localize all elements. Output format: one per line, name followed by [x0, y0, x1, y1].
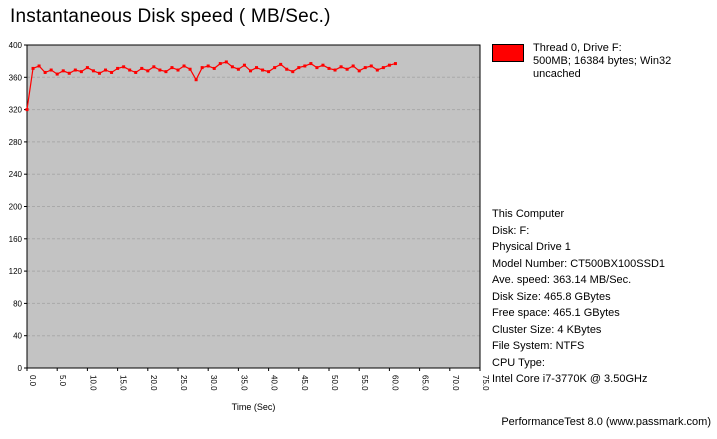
info-model-number: Model Number: CT500BX100SSD1	[492, 257, 666, 270]
svg-text:320: 320	[9, 106, 23, 115]
svg-text:5.0: 5.0	[58, 375, 67, 387]
svg-text:70.0: 70.0	[451, 375, 460, 391]
info-file-system: File System: NTFS	[492, 340, 585, 352]
svg-text:200: 200	[9, 203, 23, 212]
system-info-block: This Computer Disk: F: Physical Drive 1 …	[492, 206, 665, 388]
disk-speed-chart: 0 40 80 120 160 200 240 280 320 360 400 0.0 5.0 10.0 1…	[9, 41, 490, 412]
info-cluster-size: Cluster Size: 4 KBytes	[492, 323, 602, 336]
info-cpu-model: Intel Core i7-3770K @ 3.50GHz	[492, 373, 648, 385]
info-physical-drive: Physical Drive 1	[492, 241, 571, 253]
legend-swatch	[492, 44, 524, 62]
svg-text:20.0: 20.0	[149, 375, 158, 391]
svg-text:60.0: 60.0	[390, 375, 399, 391]
svg-text:50.0: 50.0	[330, 375, 339, 391]
info-disk: Disk: F:	[492, 224, 530, 237]
info-free-space: Free space: 465.1 GBytes	[492, 307, 620, 319]
svg-text:75.0: 75.0	[481, 375, 490, 391]
svg-text:80: 80	[13, 299, 22, 308]
svg-text:400: 400	[9, 41, 23, 50]
svg-text:55.0: 55.0	[360, 375, 369, 391]
svg-text:120: 120	[9, 267, 23, 276]
svg-text:10.0: 10.0	[88, 375, 97, 391]
svg-text:240: 240	[9, 170, 23, 179]
page-title: Instantaneous Disk speed ( MB/Sec.)	[10, 6, 331, 27]
chart-legend: Thread 0, Drive F: 500MB; 16384 bytes; W…	[492, 42, 717, 81]
svg-text:30.0: 30.0	[209, 375, 218, 391]
svg-text:Time (Sec): Time (Sec)	[232, 402, 276, 412]
svg-text:40: 40	[13, 332, 22, 341]
footer-branding: PerformanceTest 8.0 (www.passmark.com)	[501, 416, 711, 428]
legend-line-2: 500MB; 16384 bytes; Win32 uncached	[533, 55, 672, 80]
svg-text:0.0: 0.0	[28, 375, 37, 387]
svg-text:40.0: 40.0	[270, 375, 279, 391]
svg-text:25.0: 25.0	[179, 375, 188, 391]
svg-text:35.0: 35.0	[239, 375, 248, 391]
info-average-speed: Ave. speed: 363.14 MB/Sec.	[492, 274, 632, 286]
svg-text:160: 160	[9, 235, 23, 244]
svg-text:360: 360	[9, 73, 23, 82]
legend-text: Thread 0, Drive F: 500MB; 16384 bytes; W…	[533, 42, 717, 81]
svg-text:0: 0	[18, 364, 23, 373]
info-cpu-type-label: CPU Type:	[492, 356, 545, 369]
legend-line-1: Thread 0, Drive F:	[533, 42, 622, 54]
svg-text:280: 280	[9, 138, 23, 147]
info-computer: This Computer	[492, 208, 565, 220]
info-disk-size: Disk Size: 465.8 GBytes	[492, 290, 611, 303]
svg-text:15.0: 15.0	[119, 375, 128, 391]
svg-text:45.0: 45.0	[300, 375, 309, 391]
svg-text:65.0: 65.0	[421, 375, 430, 391]
